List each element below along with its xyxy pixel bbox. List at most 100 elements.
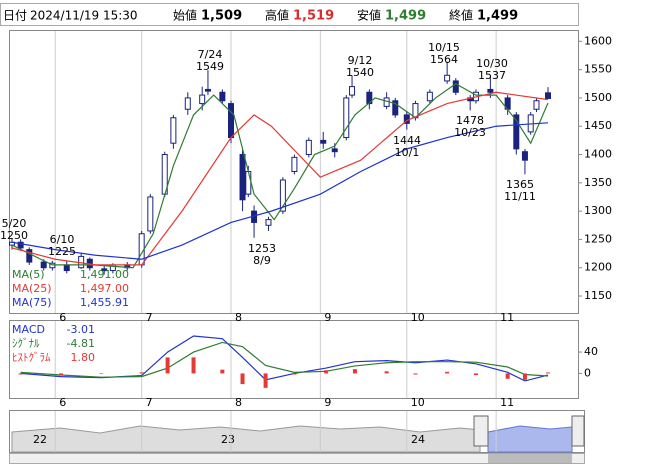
month-label: 8 <box>235 311 242 324</box>
candle-body <box>219 91 226 102</box>
histogram-bar <box>473 373 478 376</box>
annotation: 1444 <box>393 134 421 147</box>
nav-year: 24 <box>411 433 425 446</box>
legend-value: -4.81 <box>67 337 95 350</box>
header-box <box>0 3 579 26</box>
candle-body <box>199 94 206 105</box>
navigator-handle-right[interactable] <box>571 415 585 447</box>
annotation: 1540 <box>346 66 374 79</box>
ma-line <box>11 83 549 269</box>
legend-name: MACD <box>12 323 45 336</box>
annotation: 11/11 <box>504 190 536 203</box>
histogram-bar <box>505 373 510 379</box>
candle-body <box>26 249 33 263</box>
annotation: 1549 <box>196 60 224 73</box>
close: 1,499 <box>477 9 518 24</box>
histogram-bar <box>522 373 527 380</box>
y-tick-label: 1400 <box>584 148 612 161</box>
annotation: 5/20 <box>2 217 27 230</box>
legend-value: 1,491.00 <box>80 268 129 281</box>
y-tick-label: 1350 <box>584 176 612 189</box>
high: 1,519 <box>293 9 334 24</box>
candle-body <box>320 139 327 144</box>
annotation: 1564 <box>430 53 458 66</box>
nav-year: 23 <box>221 433 235 446</box>
annotation: 10/23 <box>454 126 486 139</box>
scrollbar[interactable] <box>9 453 585 464</box>
annotation: 1225 <box>48 245 76 258</box>
candle-body <box>545 92 551 99</box>
candle-body <box>204 88 211 92</box>
annotation: 1365 <box>506 178 534 191</box>
month-label: 8 <box>235 396 242 409</box>
candle-body <box>305 139 312 156</box>
annotation: 8/9 <box>253 254 271 267</box>
y-tick-label: 1550 <box>584 63 612 76</box>
month-label: 6 <box>59 311 66 324</box>
histogram-bar <box>292 373 297 375</box>
annotation: 7/24 <box>198 48 223 61</box>
candle-body <box>239 154 246 201</box>
candle-body <box>444 74 451 82</box>
ma-line <box>11 122 549 260</box>
low-label: 安値 <box>357 8 381 23</box>
macd-line <box>20 341 549 378</box>
navigator-window <box>487 425 573 453</box>
open-label: 始値 <box>173 8 197 23</box>
histogram-bar <box>263 373 268 388</box>
candle-body <box>487 88 494 93</box>
candle-body <box>349 86 356 96</box>
ma-line <box>11 91 549 266</box>
candle-body <box>366 91 373 105</box>
annotation: 10/15 <box>428 41 460 54</box>
y-tick-label: 0 <box>584 366 591 379</box>
annotation: 1250 <box>0 229 28 242</box>
date: 2024/11/19 15:30 <box>30 9 138 23</box>
candle-body <box>452 80 459 93</box>
legend-value: 1,455.91 <box>80 296 129 309</box>
candle-body <box>265 219 272 226</box>
y-tick-label: 1200 <box>584 261 612 274</box>
y-tick-label: 1500 <box>584 91 612 104</box>
nav-year: 22 <box>33 433 47 446</box>
histogram-bar <box>324 370 329 374</box>
candle-body <box>279 179 286 212</box>
candle-body <box>184 97 191 110</box>
histogram-bar <box>165 357 170 374</box>
histogram-bar <box>18 373 23 375</box>
candle-body <box>426 91 433 102</box>
main-frame <box>9 30 579 314</box>
legend-name: MA(5) <box>12 268 45 281</box>
macd-frame <box>9 320 579 399</box>
legend-name: ｼｸﾞﾅﾙ <box>12 337 40 350</box>
candle-body <box>170 117 177 144</box>
candle-body <box>513 114 520 150</box>
month-label: 7 <box>146 396 153 409</box>
legend-value: 1.80 <box>71 351 96 364</box>
candle-body <box>228 103 235 139</box>
y-tick-label: 1600 <box>584 34 612 47</box>
legend-name: ﾋｽﾄｸﾞﾗﾑ <box>12 351 51 364</box>
high-label: 高値 <box>265 8 289 23</box>
annotation: 1478 <box>456 114 484 127</box>
candle-body <box>291 156 298 173</box>
legend-name: MA(25) <box>12 282 52 295</box>
annotation: 1253 <box>248 242 276 255</box>
histogram-bar <box>99 373 104 374</box>
scrollbar-thumb[interactable] <box>488 454 572 463</box>
legend-name: MA(75) <box>12 296 52 309</box>
histogram-bar <box>139 372 144 374</box>
month-label: 11 <box>500 396 514 409</box>
candle-body <box>331 148 338 153</box>
histogram-bar <box>58 373 63 376</box>
candle-body <box>17 241 24 249</box>
candle-body <box>245 171 252 195</box>
annotation: 1537 <box>478 69 506 82</box>
annotation: 6/10 <box>50 233 75 246</box>
y-tick-label: 1300 <box>584 204 612 217</box>
open: 1,509 <box>201 9 242 24</box>
histogram-bar <box>384 371 389 374</box>
navigator-handle-left[interactable] <box>473 415 489 447</box>
